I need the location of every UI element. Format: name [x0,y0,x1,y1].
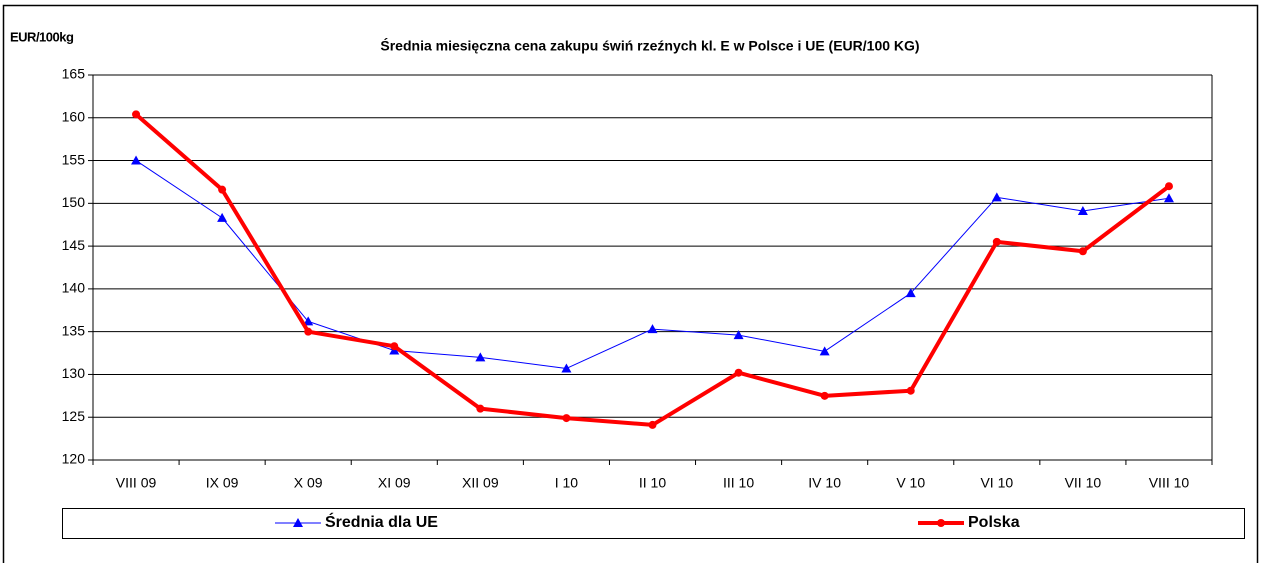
legend-box [62,508,1245,539]
x-tick-label: VIII 10 [1149,475,1190,491]
x-tick-label: III 10 [723,475,754,491]
point [390,342,399,351]
point [733,330,744,340]
point [819,346,830,356]
chart-border [2,4,1259,563]
x-tick-label: IX 09 [206,475,239,491]
x-tick-label: I 10 [555,475,579,491]
x-tick-label: XII 09 [462,475,499,491]
point [906,386,915,395]
x-tick-label: VIII 09 [116,475,157,491]
point [218,185,227,194]
y-tick-label: 120 [62,451,86,467]
y-axis-label: EUR/100kg [10,29,74,44]
x-tick-label: VII 10 [1065,475,1102,491]
y-tick-label: 140 [62,280,86,296]
point [1078,247,1087,256]
point [475,352,486,362]
chart-title: Średnia miesięczna cena zakupu świń rzeź… [380,37,919,54]
x-tick-label: V 10 [896,475,925,491]
point [648,420,657,429]
x-tick-label: X 09 [294,475,323,491]
point [132,110,141,119]
point [1163,193,1174,203]
y-tick-label: 135 [62,322,86,338]
y-tick-label: 160 [62,108,86,124]
point [1164,182,1173,191]
point [905,288,916,298]
point [991,192,1002,202]
x-tick-label: II 10 [639,475,666,491]
point [293,518,303,527]
legend-label: Polska [968,514,1020,531]
y-tick-label: 165 [62,66,86,82]
y-tick-label: 155 [62,151,86,167]
point [561,363,572,373]
point [937,519,945,527]
legend-label: Średnia dla UE [325,512,438,531]
y-tick-label: 150 [62,194,86,210]
y-tick-label: 145 [62,237,86,253]
point [476,404,485,413]
point [1077,206,1088,216]
point [303,316,314,326]
x-tick-label: VI 10 [980,475,1013,491]
y-tick-label: 125 [62,408,86,424]
point [304,327,313,336]
x-tick-label: XI 09 [378,475,411,491]
point [217,212,228,222]
x-tick-label: IV 10 [808,475,841,491]
point [734,368,743,377]
point [992,237,1001,246]
point [562,414,571,423]
point [647,324,658,334]
y-tick-label: 130 [62,365,86,381]
point [131,155,142,165]
point [820,391,829,400]
